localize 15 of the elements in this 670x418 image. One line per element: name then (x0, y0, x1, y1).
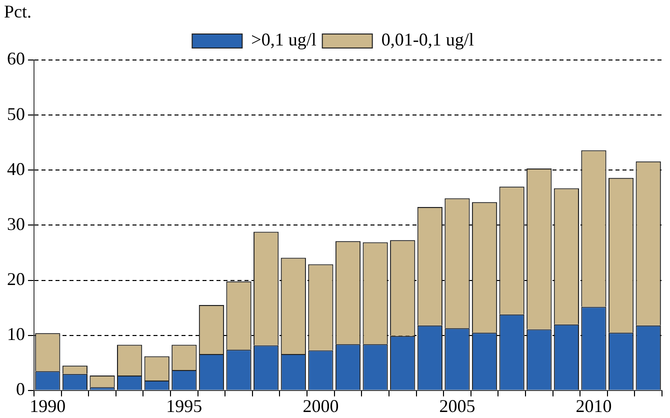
y-tick-label: 10 (7, 324, 25, 344)
x-tick-label: 1995 (166, 396, 202, 416)
legend-label: 0,01-0,1 ug/l (381, 30, 474, 50)
y-tick-label: 0 (16, 379, 25, 400)
y-tick-label: 30 (7, 214, 25, 234)
y-tick-label: 40 (7, 158, 25, 179)
x-tick-label: 2005 (439, 396, 476, 416)
y-tick-label: 60 (7, 48, 25, 69)
y-tick-label: 50 (7, 104, 25, 124)
y-tick-label: 20 (7, 269, 25, 289)
x-tick-label: 1990 (30, 396, 66, 416)
x-tick-label: 2000 (302, 396, 339, 416)
y-axis-title: Pct. (4, 2, 32, 22)
legend-label: >0,1 ug/l (251, 30, 316, 50)
x-tick-label: 2010 (576, 396, 612, 416)
